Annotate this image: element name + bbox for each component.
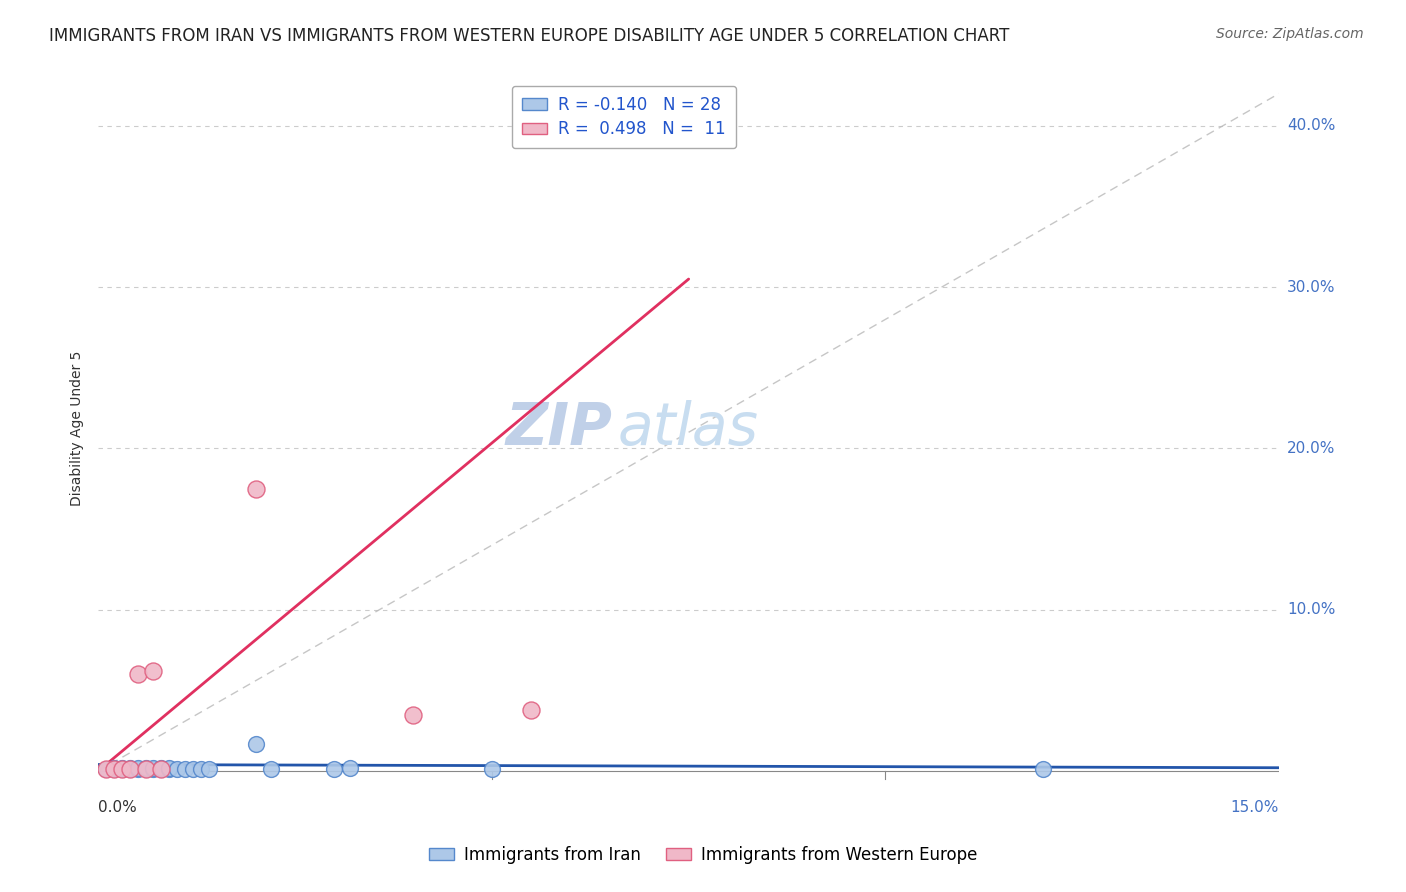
Legend: Immigrants from Iran, Immigrants from Western Europe: Immigrants from Iran, Immigrants from We… [422,839,984,871]
Point [96,763,118,777]
Text: 20.0%: 20.0% [1286,441,1336,456]
Point [96,763,118,777]
Text: 10.0%: 10.0% [1286,602,1336,617]
Point [135,763,157,777]
Point [1032,763,1054,777]
Point [260,763,283,777]
Point [190,763,212,777]
Point [150,763,173,777]
Text: atlas: atlas [617,400,759,457]
Text: 0.0%: 0.0% [98,800,136,815]
Point [520,703,543,717]
Point [245,482,267,496]
Point [339,761,361,775]
Point [118,763,141,777]
Point [245,737,267,751]
Text: IMMIGRANTS FROM IRAN VS IMMIGRANTS FROM WESTERN EUROPE DISABILITY AGE UNDER 5 CO: IMMIGRANTS FROM IRAN VS IMMIGRANTS FROM … [49,27,1010,45]
Text: Disability Age Under 5: Disability Age Under 5 [70,351,84,506]
Point [103,763,125,777]
Point [142,761,165,775]
Point [127,763,149,777]
Point [150,761,173,775]
Text: Source: ZipAtlas.com: Source: ZipAtlas.com [1216,27,1364,41]
Text: 15.0%: 15.0% [1230,800,1279,815]
Point [118,761,141,775]
Point [135,761,157,775]
Point [103,763,125,777]
Point [142,664,165,678]
Legend: R = -0.140   N = 28, R =  0.498   N =  11: R = -0.140 N = 28, R = 0.498 N = 11 [512,86,735,148]
Point [481,763,503,777]
Text: 40.0%: 40.0% [1286,119,1336,133]
Point [181,763,204,777]
Text: ZIP: ZIP [505,400,612,457]
Point [150,763,173,777]
Point [402,707,425,722]
Point [118,763,141,777]
Text: 30.0%: 30.0% [1286,279,1336,294]
Point [323,763,346,777]
Point [127,667,149,681]
Point [111,761,134,775]
Point [157,761,180,775]
Point [103,761,125,775]
Point [111,763,134,777]
Point [111,763,134,777]
Point [166,763,188,777]
Point [197,763,219,777]
Point [157,763,180,777]
Point [174,763,197,777]
Point [127,761,149,775]
Point [135,763,157,777]
Point [142,763,165,777]
